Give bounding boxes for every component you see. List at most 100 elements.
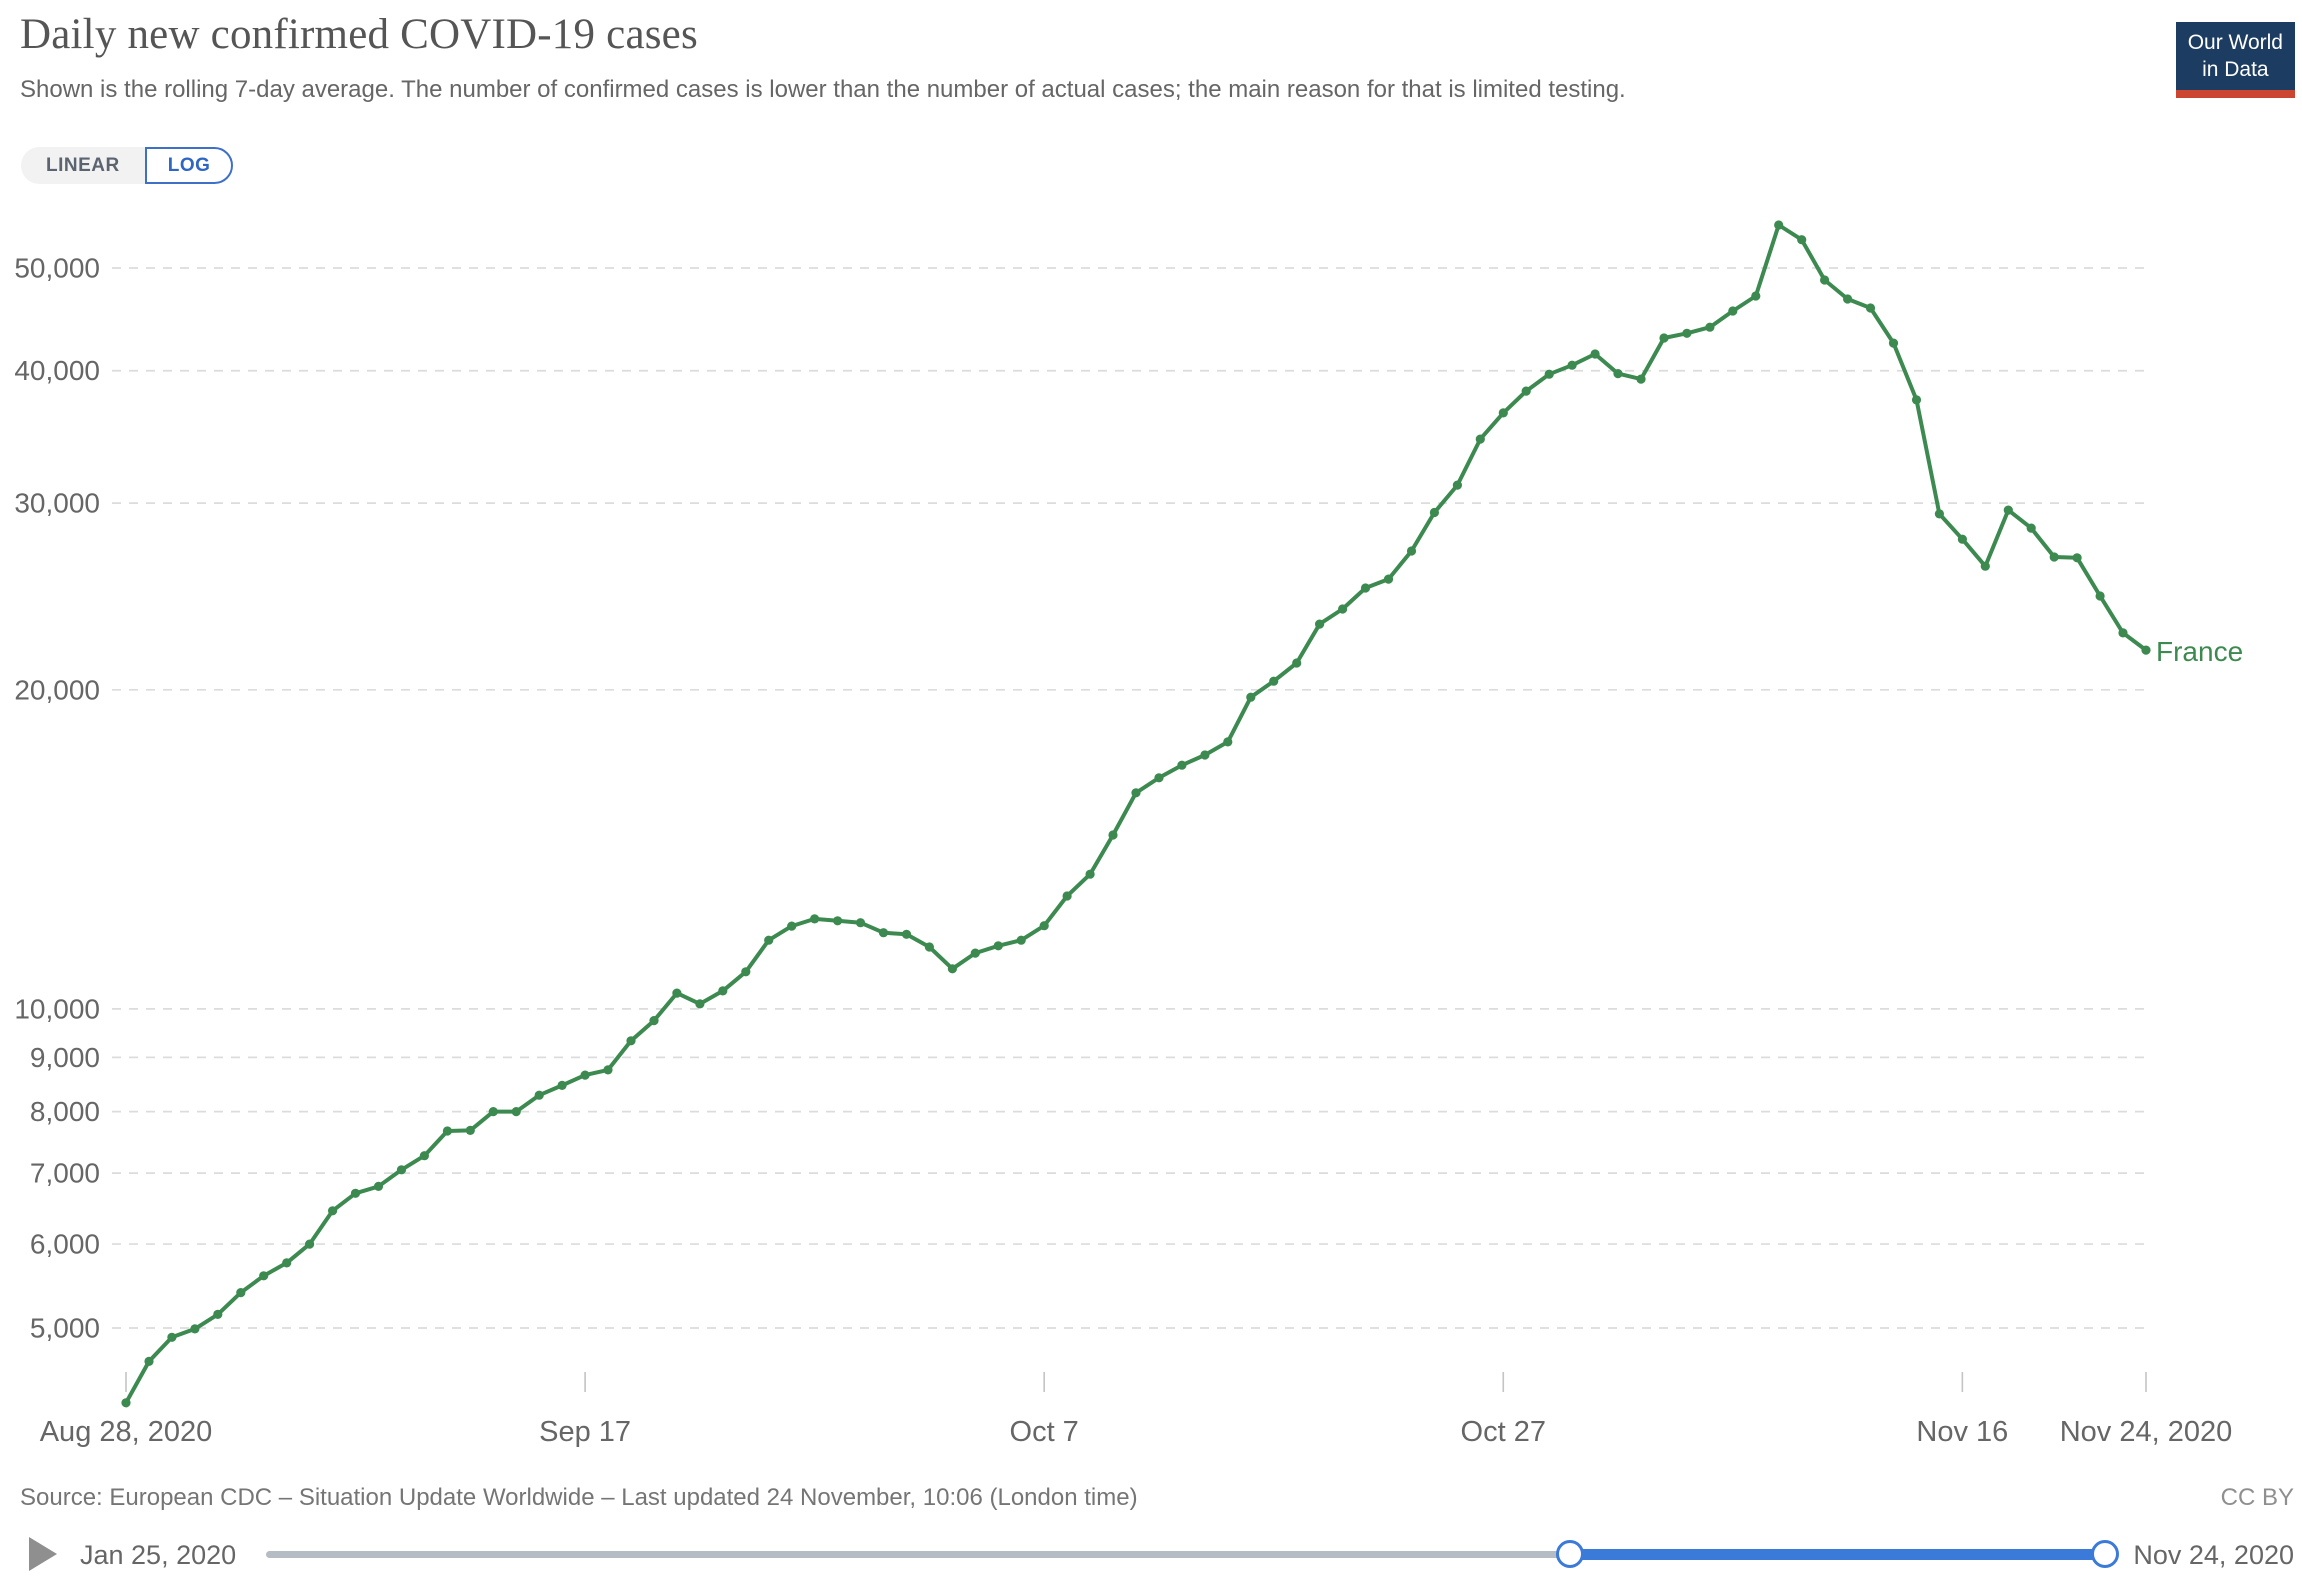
data-point[interactable] xyxy=(488,1107,498,1117)
data-point[interactable] xyxy=(121,1398,131,1408)
data-point[interactable] xyxy=(1590,349,1600,359)
data-point[interactable] xyxy=(787,921,797,931)
data-point[interactable] xyxy=(1200,750,1210,760)
data-point[interactable] xyxy=(2118,628,2128,638)
data-point[interactable] xyxy=(1521,386,1531,396)
data-point[interactable] xyxy=(878,928,889,938)
data-point[interactable] xyxy=(1338,604,1348,614)
data-point[interactable] xyxy=(718,986,728,996)
data-point[interactable] xyxy=(465,1125,475,1135)
data-point[interactable] xyxy=(855,918,866,928)
data-point[interactable] xyxy=(810,914,820,924)
timeline-active-range[interactable] xyxy=(1570,1549,2105,1560)
series-france[interactable] xyxy=(121,220,2151,1408)
data-point[interactable] xyxy=(603,1065,613,1075)
data-point[interactable] xyxy=(1315,619,1325,629)
data-point[interactable] xyxy=(1360,583,1371,593)
data-point[interactable] xyxy=(2141,645,2151,655)
data-point[interactable] xyxy=(1705,322,1715,332)
series-line[interactable] xyxy=(124,223,2148,1405)
log-button[interactable]: LOG xyxy=(144,147,234,184)
data-point[interactable] xyxy=(190,1324,200,1334)
timeline-track[interactable] xyxy=(266,1551,1570,1558)
data-point[interactable] xyxy=(1659,333,1669,343)
data-point[interactable] xyxy=(1957,534,1967,544)
data-point[interactable] xyxy=(1751,291,1761,301)
data-point[interactable] xyxy=(580,1070,590,1080)
timeline-handle-end[interactable] xyxy=(2091,1540,2119,1568)
data-point[interactable] xyxy=(396,1165,407,1175)
license-link[interactable]: CC BY xyxy=(2220,1484,2294,1511)
data-point[interactable] xyxy=(213,1309,223,1319)
data-point[interactable] xyxy=(1980,561,1990,571)
data-point[interactable] xyxy=(1498,408,1508,418)
data-point[interactable] xyxy=(626,1036,636,1046)
timeline-handle-start[interactable] xyxy=(1556,1540,1584,1568)
data-point[interactable] xyxy=(419,1151,429,1161)
data-point[interactable] xyxy=(557,1080,567,1090)
data-point[interactable] xyxy=(695,999,705,1009)
data-point[interactable] xyxy=(1383,574,1394,584)
data-point[interactable] xyxy=(282,1258,292,1268)
data-point[interactable] xyxy=(1154,773,1164,783)
series-label-france[interactable]: France xyxy=(2156,636,2244,667)
data-point[interactable] xyxy=(1085,869,1095,879)
data-point[interactable] xyxy=(511,1107,521,1117)
data-point[interactable] xyxy=(901,929,912,939)
data-point[interactable] xyxy=(741,967,751,977)
data-point[interactable] xyxy=(2026,523,2036,533)
data-point[interactable] xyxy=(1797,235,1807,245)
data-point[interactable] xyxy=(236,1288,246,1298)
data-point[interactable] xyxy=(2095,591,2105,601)
data-point[interactable] xyxy=(1682,328,1692,338)
data-point[interactable] xyxy=(1292,658,1302,668)
data-point[interactable] xyxy=(2072,553,2082,563)
data-point[interactable] xyxy=(1429,507,1439,518)
data-point[interactable] xyxy=(305,1239,315,1249)
data-point[interactable] xyxy=(649,1016,659,1026)
data-point[interactable] xyxy=(1131,788,1141,798)
data-point[interactable] xyxy=(1475,434,1485,444)
data-point[interactable] xyxy=(1888,338,1899,348)
data-point[interactable] xyxy=(1911,395,1922,405)
data-point[interactable] xyxy=(1223,737,1233,747)
play-icon[interactable] xyxy=(29,1537,57,1571)
data-point[interactable] xyxy=(833,916,843,926)
data-point[interactable] xyxy=(2049,552,2059,562)
data-point[interactable] xyxy=(1269,676,1279,686)
data-point[interactable] xyxy=(947,964,958,974)
data-point[interactable] xyxy=(1108,830,1118,840)
linear-button[interactable]: LINEAR xyxy=(21,147,145,184)
data-point[interactable] xyxy=(1843,294,1853,304)
data-point[interactable] xyxy=(1728,306,1738,316)
data-point[interactable] xyxy=(1820,275,1830,285)
data-point[interactable] xyxy=(1062,891,1072,901)
data-point[interactable] xyxy=(1774,220,1784,230)
data-point[interactable] xyxy=(1246,692,1256,702)
data-point[interactable] xyxy=(167,1332,177,1342)
data-point[interactable] xyxy=(144,1356,154,1366)
data-point[interactable] xyxy=(2003,505,2013,515)
data-point[interactable] xyxy=(764,935,774,945)
data-point[interactable] xyxy=(993,941,1003,951)
data-point[interactable] xyxy=(1567,360,1577,370)
data-point[interactable] xyxy=(442,1126,452,1136)
data-point[interactable] xyxy=(1177,760,1187,770)
data-point[interactable] xyxy=(1934,509,1944,519)
data-point[interactable] xyxy=(1452,480,1462,490)
data-point[interactable] xyxy=(1406,546,1417,556)
data-point[interactable] xyxy=(1636,374,1646,384)
data-point[interactable] xyxy=(1544,369,1554,379)
data-point[interactable] xyxy=(534,1090,544,1100)
data-point[interactable] xyxy=(1613,369,1623,379)
data-point[interactable] xyxy=(328,1206,338,1216)
data-point[interactable] xyxy=(1039,921,1049,931)
data-point[interactable] xyxy=(1865,303,1876,313)
data-point[interactable] xyxy=(970,948,980,958)
data-point[interactable] xyxy=(924,942,935,952)
data-point[interactable] xyxy=(350,1188,361,1198)
data-point[interactable] xyxy=(373,1181,384,1191)
data-point[interactable] xyxy=(259,1271,269,1281)
data-point[interactable] xyxy=(672,988,682,998)
owid-logo[interactable]: Our World in Data xyxy=(2175,22,2295,98)
